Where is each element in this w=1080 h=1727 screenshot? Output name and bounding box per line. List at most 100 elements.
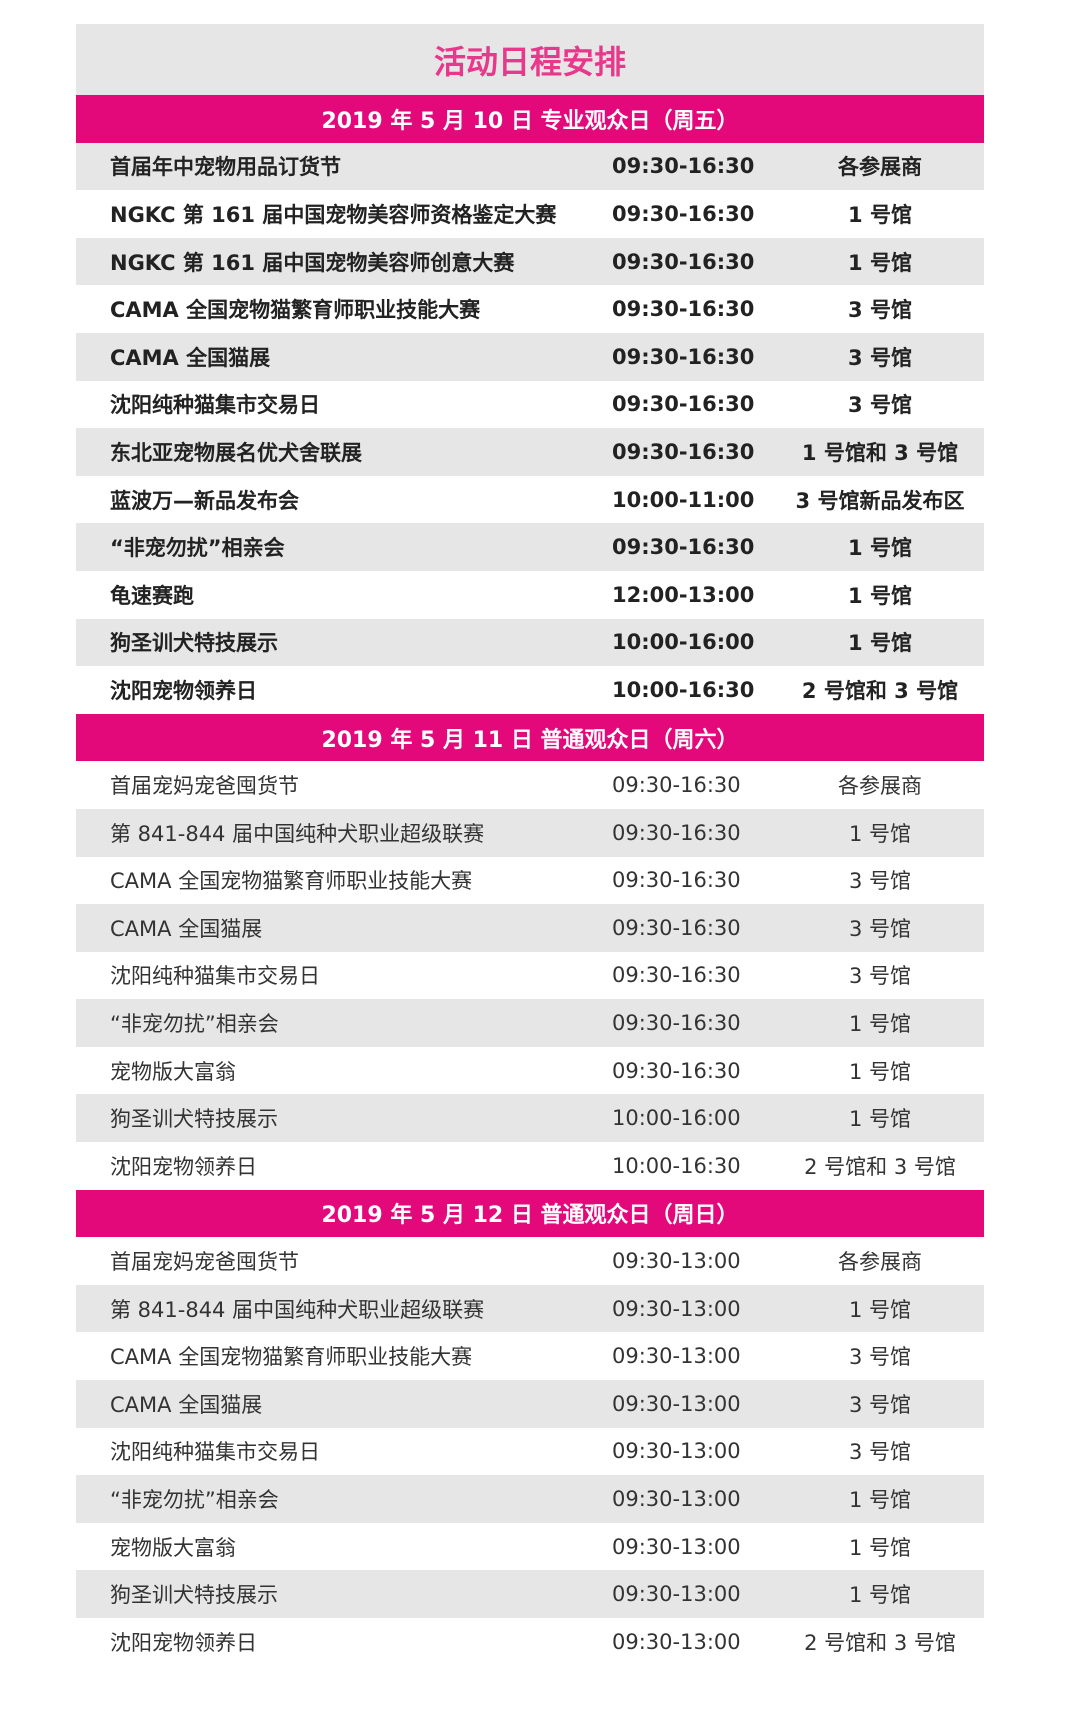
event-name: 狗圣训犬特技展示 bbox=[110, 1583, 278, 1608]
schedule-row: NGKC 第 161 届中国宠物美容师创意大赛 09:30-16:30 1 号馆 bbox=[76, 237, 984, 286]
schedule-row: 狗圣训犬特技展示 10:00-16:00 1 号馆 bbox=[76, 618, 984, 667]
event-name: 狗圣训犬特技展示 bbox=[110, 631, 278, 656]
event-time: 09:30-16:30 bbox=[612, 154, 755, 179]
event-place: 1 号馆 bbox=[848, 250, 912, 275]
event-name: CAMA 全国宠物猫繁育师职业技能大赛 bbox=[110, 298, 481, 323]
schedule-row: “非宠勿扰”相亲会 09:30-13:00 1 号馆 bbox=[76, 1475, 984, 1523]
event-time: 09:30-16:30 bbox=[612, 392, 755, 417]
event-place: 3 号馆 bbox=[848, 393, 912, 418]
event-place: 3 号馆 bbox=[848, 964, 912, 989]
event-name: 狗圣训犬特技展示 bbox=[110, 1107, 278, 1132]
schedule-row: 狗圣训犬特技展示 10:00-16:00 1 号馆 bbox=[76, 1094, 984, 1143]
schedule-row: 沈阳宠物领养日 09:30-13:00 2 号馆和 3 号馆 bbox=[76, 1618, 984, 1666]
schedule-row: 首届宠妈宠爸囤货节 09:30-16:30 各参展商 bbox=[76, 761, 984, 809]
event-time: 09:30-13:00 bbox=[612, 1439, 741, 1464]
event-time: 09:30-16:30 bbox=[612, 344, 755, 369]
event-time: 09:30-16:30 bbox=[612, 963, 741, 988]
section-heading: 2019 年 5 月 11 日 普通观众日（周六） bbox=[76, 713, 984, 762]
schedule-row: “非宠勿扰”相亲会 09:30-16:30 1 号馆 bbox=[76, 523, 984, 571]
event-place: 3 号馆 bbox=[848, 298, 912, 323]
event-name: CAMA 全国猫展 bbox=[110, 1392, 263, 1417]
schedule-row: CAMA 全国猫展 09:30-13:00 3 号馆 bbox=[76, 1380, 984, 1428]
event-place: 1 号馆 bbox=[848, 536, 912, 561]
event-name: 龟速赛跑 bbox=[110, 583, 194, 608]
event-name: “非宠勿扰”相亲会 bbox=[110, 536, 285, 561]
event-time: 09:30-13:00 bbox=[612, 1344, 741, 1369]
event-name: CAMA 全国猫展 bbox=[110, 916, 263, 941]
event-name: 沈阳宠物领养日 bbox=[110, 1630, 257, 1655]
event-place: 3 号馆 bbox=[848, 1392, 912, 1417]
schedule-row: 东北亚宠物展名优犬舍联展 09:30-16:30 1 号馆和 3 号馆 bbox=[76, 428, 984, 476]
event-name: 首届宠妈宠爸囤货节 bbox=[110, 774, 299, 799]
event-place: 3 号馆 bbox=[848, 345, 912, 370]
event-time: 09:30-16:30 bbox=[612, 915, 741, 940]
event-name: “非宠勿扰”相亲会 bbox=[110, 1012, 279, 1037]
event-time: 09:30-13:00 bbox=[612, 1629, 741, 1654]
event-name: CAMA 全国猫展 bbox=[110, 345, 271, 370]
event-time: 09:30-13:00 bbox=[612, 1391, 741, 1416]
heading-text: 2019 年 5 月 11 日 普通观众日（周六） bbox=[321, 727, 739, 753]
event-name: 首届宠妈宠爸囤货节 bbox=[110, 1250, 299, 1275]
event-place: 3 号馆 bbox=[848, 916, 912, 941]
event-name: 蓝波万—新品发布会 bbox=[110, 488, 299, 513]
event-place: 1 号馆 bbox=[848, 1583, 912, 1608]
schedule-row: 宠物版大富翁 09:30-16:30 1 号馆 bbox=[76, 1047, 984, 1095]
event-place: 1 号馆 bbox=[848, 1488, 912, 1513]
event-time: 10:00-16:00 bbox=[612, 1106, 741, 1131]
event-time: 09:30-16:30 bbox=[612, 1011, 741, 1036]
schedule-row: “非宠勿扰”相亲会 09:30-16:30 1 号馆 bbox=[76, 999, 984, 1047]
schedule-row: 沈阳纯种猫集市交易日 09:30-16:30 3 号馆 bbox=[76, 952, 984, 1000]
event-place: 1 号馆 bbox=[848, 1059, 912, 1084]
schedule-row: NGKC 第 161 届中国宠物美容师资格鉴定大赛 09:30-16:30 1 号馆 bbox=[76, 190, 984, 238]
event-place: 各参展商 bbox=[838, 774, 922, 799]
schedule-row: 第 841-844 届中国纯种犬职业超级联赛 09:30-13:00 1 号馆 bbox=[76, 1284, 984, 1333]
event-name: CAMA 全国宠物猫繁育师职业技能大赛 bbox=[110, 1345, 473, 1370]
event-place: 3 号馆新品发布区 bbox=[795, 488, 965, 513]
schedule-row: 龟速赛跑 12:00-13:00 1 号馆 bbox=[76, 571, 984, 619]
event-place: 2 号馆和 3 号馆 bbox=[804, 1154, 956, 1179]
event-time: 09:30-16:30 bbox=[612, 439, 755, 464]
event-time: 09:30-16:30 bbox=[612, 820, 741, 845]
event-place: 1 号馆 bbox=[848, 1107, 912, 1132]
schedule-row: 沈阳宠物领养日 10:00-16:30 2 号馆和 3 号馆 bbox=[76, 666, 984, 714]
event-time: 09:30-13:00 bbox=[612, 1582, 741, 1607]
event-place: 1 号馆 bbox=[848, 1535, 912, 1560]
event-time: 09:30-13:00 bbox=[612, 1249, 741, 1274]
event-name: 第 841-844 届中国纯种犬职业超级联赛 bbox=[110, 1297, 485, 1322]
event-time: 10:00-16:30 bbox=[612, 1153, 741, 1178]
event-time: 09:30-13:00 bbox=[612, 1534, 741, 1559]
event-place: 2 号馆和 3 号馆 bbox=[804, 1630, 956, 1655]
event-time: 09:30-16:30 bbox=[612, 868, 741, 893]
event-place: 1 号馆 bbox=[848, 631, 912, 656]
event-place: 1 号馆 bbox=[848, 821, 912, 846]
event-name: 沈阳纯种猫集市交易日 bbox=[110, 1440, 320, 1465]
event-place: 1 号馆 bbox=[848, 1012, 912, 1037]
event-name: 沈阳宠物领养日 bbox=[110, 1154, 257, 1179]
schedule-row: 宠物版大富翁 09:30-13:00 1 号馆 bbox=[76, 1523, 984, 1571]
event-time: 12:00-13:00 bbox=[612, 582, 755, 607]
schedule-row: 蓝波万—新品发布会 10:00-11:00 3 号馆新品发布区 bbox=[76, 476, 984, 524]
event-time: 10:00-16:00 bbox=[612, 630, 755, 655]
schedule-row: 沈阳宠物领养日 10:00-16:30 2 号馆和 3 号馆 bbox=[76, 1142, 984, 1190]
event-time: 10:00-16:30 bbox=[612, 677, 755, 702]
schedule-row: 沈阳纯种猫集市交易日 09:30-16:30 3 号馆 bbox=[76, 381, 984, 429]
event-name: NGKC 第 161 届中国宠物美容师资格鉴定大赛 bbox=[110, 202, 557, 227]
schedule-row: CAMA 全国宠物猫繁育师职业技能大赛 09:30-16:30 3 号馆 bbox=[76, 857, 984, 905]
event-name: 沈阳纯种猫集市交易日 bbox=[110, 393, 320, 418]
event-time: 10:00-11:00 bbox=[612, 487, 755, 512]
event-time: 09:30-16:30 bbox=[612, 201, 755, 226]
heading-text: 2019 年 5 月 12 日 普通观众日（周日） bbox=[321, 1203, 739, 1229]
event-name: CAMA 全国宠物猫繁育师职业技能大赛 bbox=[110, 869, 473, 894]
event-time: 09:30-16:30 bbox=[612, 249, 755, 274]
event-place: 1 号馆 bbox=[848, 202, 912, 227]
event-time: 09:30-13:00 bbox=[612, 1487, 741, 1512]
schedule-row: 首届年中宠物用品订货节 09:30-16:30 各参展商 bbox=[76, 142, 984, 191]
event-time: 09:30-16:30 bbox=[612, 297, 755, 322]
section-heading: 2019 年 5 月 10 日 专业观众日（周五） bbox=[76, 95, 984, 143]
schedule-row: 沈阳纯种猫集市交易日 09:30-13:00 3 号馆 bbox=[76, 1428, 984, 1476]
event-place: 3 号馆 bbox=[848, 1440, 912, 1465]
event-place: 1 号馆和 3 号馆 bbox=[801, 440, 959, 465]
event-place: 各参展商 bbox=[838, 1250, 922, 1275]
schedule-row: CAMA 全国猫展 09:30-16:30 3 号馆 bbox=[76, 904, 984, 952]
